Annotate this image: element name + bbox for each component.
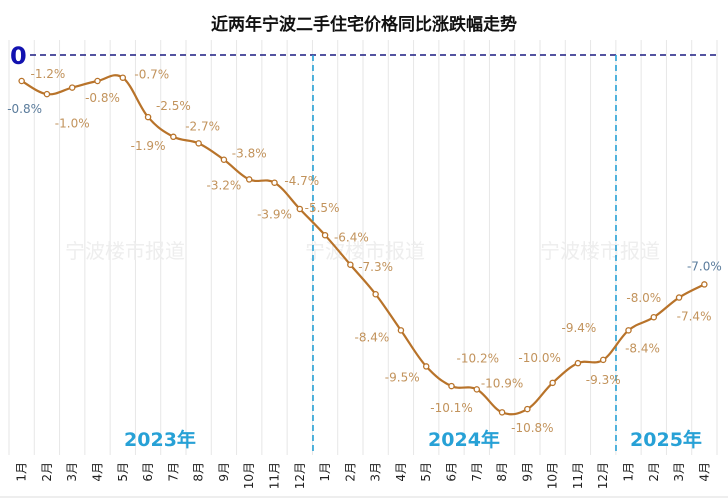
watermark: 宁波楼市报道 [65, 239, 185, 263]
data-point [43, 90, 51, 98]
data-point [397, 327, 405, 334]
x-tick-label: 9月 [520, 462, 534, 482]
data-point [675, 294, 683, 301]
x-tick-label: 4月 [394, 462, 408, 482]
data-label: -8.4% [355, 330, 390, 344]
x-tick-label: 6月 [141, 462, 155, 482]
data-label: -3.9% [257, 208, 292, 222]
x-tick-label: 5月 [116, 462, 130, 482]
watermark: 宁波楼市报道 [305, 239, 425, 263]
data-label: -3.2% [207, 179, 242, 193]
x-tick-label: 12月 [596, 462, 610, 489]
x-tick-label: 9月 [217, 462, 231, 482]
x-tick-label: 1月 [622, 462, 636, 482]
x-tick-label: 4月 [91, 462, 105, 482]
x-tick-label: 7月 [470, 462, 484, 482]
x-tick-label: 10月 [242, 462, 256, 489]
data-label: -6.4% [334, 231, 369, 245]
x-tick-label: 2月 [343, 462, 357, 482]
x-tick-label: 4月 [697, 462, 711, 482]
data-point [321, 231, 329, 239]
data-point [524, 405, 531, 413]
x-tick-label: 11月 [268, 462, 282, 489]
x-tick-label: 6月 [445, 462, 459, 482]
data-point [94, 77, 101, 85]
data-point [195, 140, 202, 147]
data-label: -0.7% [134, 68, 169, 82]
data-point [549, 379, 556, 387]
x-tick-label: 2月 [40, 462, 54, 482]
data-label: -10.2% [457, 351, 499, 365]
x-tick-label: 8月 [495, 462, 509, 482]
watermark: 宁波楼市报道 [540, 239, 660, 263]
data-label: -10.9% [481, 376, 523, 390]
data-label: -1.9% [131, 139, 166, 153]
x-tick-label: 5月 [419, 462, 433, 482]
x-tick-label: 8月 [192, 462, 206, 482]
data-label: -1.0% [55, 117, 90, 131]
data-label: -7.0% [687, 259, 722, 273]
data-point [220, 156, 228, 163]
data-label: -10.0% [518, 351, 560, 365]
data-label: -9.4% [562, 321, 597, 335]
x-tick-label: 3月 [672, 462, 686, 482]
x-tick-label: 12月 [293, 462, 307, 489]
data-label: -7.4% [677, 310, 712, 324]
data-label: -10.8% [511, 421, 553, 435]
data-point [271, 179, 278, 186]
data-label: -3.8% [232, 146, 267, 160]
data-label: -1.2% [31, 67, 66, 81]
year-label-2024: 2024年 [428, 428, 500, 451]
x-tick-label: 3月 [369, 462, 383, 482]
data-point [119, 74, 127, 81]
data-label: -2.5% [156, 99, 191, 113]
x-tick-label: 1月 [15, 462, 29, 482]
x-tick-label: 3月 [65, 462, 79, 482]
data-label: -2.7% [185, 119, 220, 133]
data-label: -0.8% [7, 102, 42, 116]
data-point [448, 382, 455, 390]
data-point [422, 363, 430, 370]
data-label: -10.1% [430, 401, 472, 415]
data-point [170, 133, 177, 141]
data-point [347, 261, 354, 268]
data-label: -7.3% [358, 260, 393, 274]
data-label: -5.5% [305, 201, 340, 215]
data-label: -4.7% [284, 174, 319, 188]
data-label: -0.8% [85, 91, 120, 105]
x-tick-label: 10月 [546, 462, 560, 489]
x-tick-label: 2月 [647, 462, 661, 482]
year-label-2023: 2023年 [124, 428, 196, 451]
data-point [701, 281, 708, 288]
data-point [245, 176, 253, 183]
data-label: -8.4% [625, 341, 660, 355]
data-point [296, 205, 304, 213]
data-label: -9.3% [586, 373, 621, 387]
x-tick-label: 11月 [571, 462, 585, 489]
data-point [18, 77, 25, 85]
x-tick-label: 7月 [166, 462, 180, 482]
y-tick-zero: 0 [10, 42, 27, 70]
data-point [625, 327, 632, 334]
data-point [574, 359, 582, 367]
data-point [144, 113, 152, 121]
chart-title: 近两年宁波二手住宅价格同比涨跌幅走势 [211, 14, 517, 35]
x-tick-label: 1月 [318, 462, 332, 482]
data-point [372, 290, 379, 298]
year-label-2025: 2025年 [630, 428, 702, 451]
series-line [21, 74, 705, 416]
data-point [650, 313, 658, 321]
data-point [498, 409, 506, 416]
data-point [68, 84, 76, 91]
data-point [473, 386, 481, 393]
data-point [599, 356, 607, 364]
data-label: -8.0% [626, 291, 661, 305]
data-label: -9.5% [385, 370, 420, 384]
